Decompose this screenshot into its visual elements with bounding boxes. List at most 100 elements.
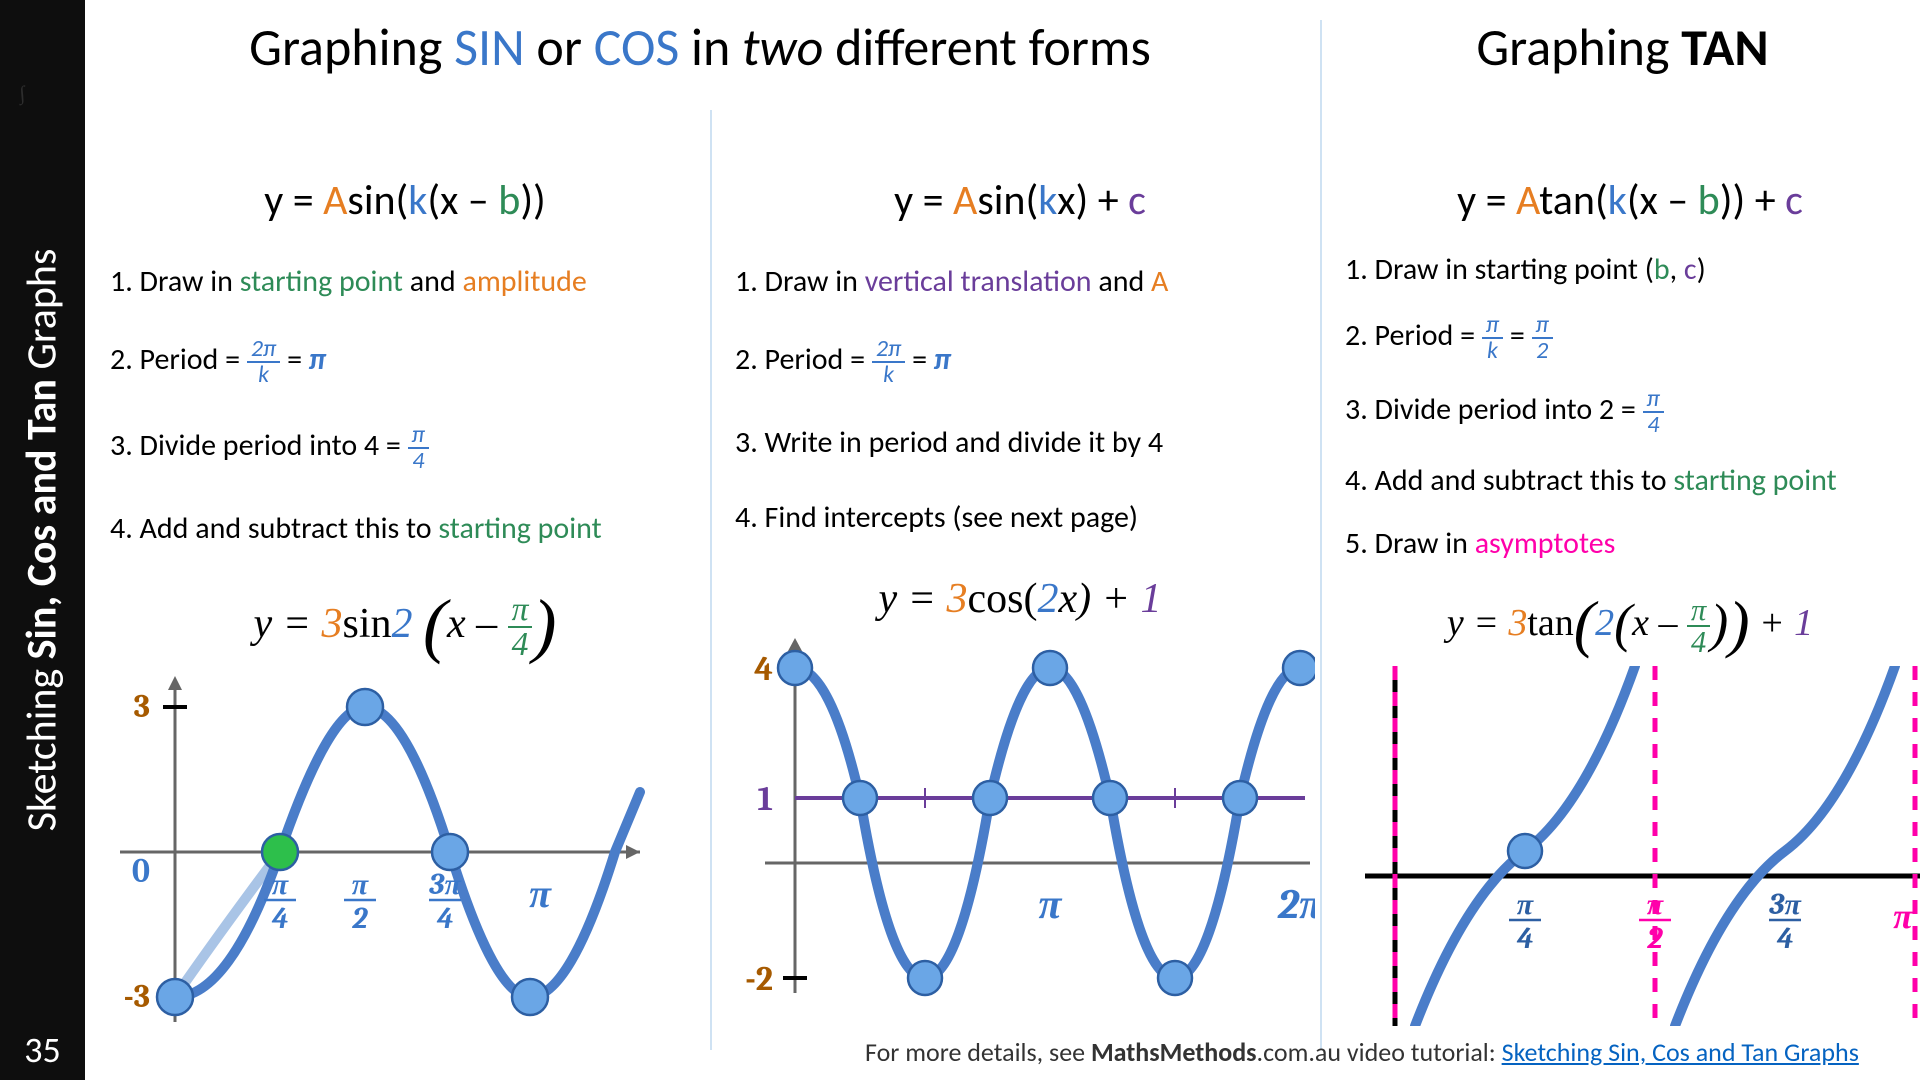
t: =	[905, 341, 934, 378]
d: k	[247, 363, 280, 387]
frac: π4	[1687, 595, 1710, 658]
t: =	[850, 341, 865, 378]
svg-text:π: π	[1893, 896, 1914, 937]
frac: πk	[1482, 313, 1503, 363]
t: in	[679, 15, 742, 79]
svg-text:-3: -3	[124, 978, 150, 1015]
frac: π4	[408, 423, 429, 473]
t: or	[525, 15, 594, 79]
svg-text:π: π	[1517, 887, 1534, 922]
svg-text:2: 2	[351, 901, 368, 936]
t: 2. Period	[1345, 317, 1460, 354]
n: π	[508, 593, 533, 629]
t: vertical translation	[865, 263, 1092, 300]
A: 3	[322, 601, 343, 647]
t: tan	[1527, 602, 1573, 644]
t: 1. Draw in starting point (	[1345, 251, 1654, 288]
svg-text:π: π	[272, 867, 289, 902]
t: ,	[1670, 251, 1684, 288]
c: c	[1785, 175, 1803, 226]
t: (x –	[427, 175, 498, 226]
t: )) +	[1720, 175, 1785, 226]
t: y =	[264, 175, 323, 226]
sidebar-title-a: Sketching	[17, 659, 68, 831]
divider-2	[1320, 20, 1322, 1050]
t: 2. Period	[735, 341, 850, 378]
t: )	[532, 585, 556, 665]
frac: π4	[508, 593, 533, 662]
t: 1. Draw in	[735, 263, 865, 300]
tan-graph: π4π23π4π	[1345, 666, 1920, 1026]
sidebar-title-b: Sin, Cos and Tan	[17, 379, 68, 659]
t: c	[1684, 251, 1697, 288]
tan-word: TAN	[1681, 15, 1768, 79]
t: .com.au video tutorial:	[1257, 1036, 1502, 1068]
t: b	[1654, 251, 1670, 288]
step-2: 2. Period = πk = π2	[1345, 313, 1915, 363]
d: 4	[1687, 627, 1710, 657]
step-3: 3. Write in period and divide it by 4	[735, 423, 1305, 462]
t: 4. Add and subtract this to	[110, 510, 438, 547]
content: Graphing SIN or COS in two different for…	[85, 0, 1920, 1080]
d: 2	[1532, 339, 1553, 363]
t: =	[1503, 317, 1532, 354]
column-sin-form2: y = Asin(kx) + c 1. Draw in vertical tra…	[735, 95, 1305, 1003]
column-sin-form1: y = Asin(k(x – b)) 1. Draw in starting p…	[110, 95, 700, 1037]
step-5: 5. Draw in asymptotes	[1345, 524, 1915, 563]
step-2: 2. Period = 2πk = π	[735, 337, 1305, 387]
title-tan: Graphing TAN	[1335, 0, 1910, 79]
t: 5. Draw in	[1345, 525, 1475, 562]
b: b	[498, 175, 520, 226]
d: 4	[408, 449, 429, 473]
svg-text:1: 1	[757, 779, 773, 819]
step-3: 3. Divide period into 4 = π4	[110, 423, 700, 473]
example-eq-1: y = 3sin2 (x – π4)	[110, 584, 700, 667]
k: k	[408, 175, 427, 226]
t: 2. Period	[110, 341, 225, 378]
d: 4	[1643, 413, 1664, 437]
t: For more details, see	[865, 1036, 1091, 1068]
frac: 2πk	[247, 337, 280, 387]
t: Graphing	[1476, 15, 1681, 79]
divider-1	[710, 110, 712, 1050]
d: k	[872, 363, 905, 387]
t: and	[403, 263, 462, 300]
step-4: 4. Add and subtract this to starting poi…	[110, 509, 700, 548]
t: A	[1151, 263, 1168, 300]
d: 4	[508, 628, 533, 662]
c: 1	[1794, 602, 1813, 644]
t: y =	[1447, 602, 1509, 644]
k: 2	[392, 601, 413, 647]
svg-text:-2: -2	[745, 959, 773, 998]
k: k	[1038, 175, 1057, 226]
column-tan: y = Atan(k(x – b)) + c 1. Draw in starti…	[1345, 95, 1915, 1031]
svg-text:0: 0	[132, 851, 150, 891]
step-1: 1. Draw in starting point and amplitude	[110, 262, 700, 301]
t: 1. Draw in	[110, 263, 240, 300]
step-2: 2. Period = 2πk = π	[110, 337, 700, 387]
t: =	[280, 341, 309, 378]
t: amplitude	[462, 263, 586, 300]
formula-1: y = Asin(k(x – b))	[110, 175, 700, 226]
svg-text:π: π	[529, 871, 552, 917]
t: )	[1697, 251, 1706, 288]
svg-text:4: 4	[754, 649, 773, 689]
frac: π4	[1643, 387, 1664, 437]
tutorial-link[interactable]: Sketching Sin, Cos and Tan Graphs	[1502, 1036, 1859, 1068]
example-eq-2: y = 3cos(2x) + 1	[735, 575, 1305, 623]
svg-text:3π: 3π	[429, 867, 461, 902]
sidebar-title-c: Graphs	[17, 249, 68, 379]
cos-graph: 41-2π2π	[735, 638, 1315, 998]
formula-3: y = Atan(k(x – b)) + c	[1345, 175, 1915, 226]
t: MathsMethods	[1091, 1036, 1257, 1068]
pi: π	[309, 341, 326, 378]
t: (x –	[1627, 175, 1698, 226]
t: sin(	[347, 175, 408, 226]
steps-2: 1. Draw in vertical translation and A 2.…	[735, 262, 1305, 537]
page-number: 35	[0, 1028, 85, 1072]
t: sin(	[977, 175, 1038, 226]
t: (	[1574, 588, 1595, 659]
step-3: 3. Divide period into 2 = π4	[1345, 387, 1915, 437]
t: y =	[1457, 175, 1516, 226]
svg-text:4: 4	[1777, 921, 1794, 956]
